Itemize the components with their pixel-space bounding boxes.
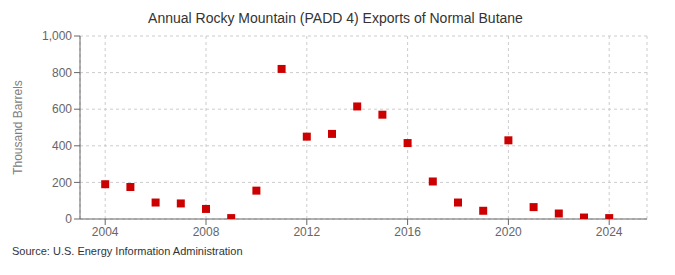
svg-text:0: 0 xyxy=(65,212,72,226)
svg-text:1,000: 1,000 xyxy=(42,29,72,43)
svg-text:200: 200 xyxy=(52,176,72,190)
svg-text:2024: 2024 xyxy=(596,225,623,239)
svg-text:2020: 2020 xyxy=(495,225,522,239)
svg-text:2012: 2012 xyxy=(293,225,320,239)
svg-text:400: 400 xyxy=(52,139,72,153)
html-text:Source: U.S. Energy Informatio: Source: U.S. Energy Information Administ… xyxy=(12,245,243,257)
svg-text:Thousand Barrels: Thousand Barrels xyxy=(11,80,25,175)
svg-text:600: 600 xyxy=(52,102,72,116)
svg-text:2016: 2016 xyxy=(394,225,421,239)
svg-text:800: 800 xyxy=(52,66,72,80)
html-text:Annual Rocky Mountain (PADD 4): Annual Rocky Mountain (PADD 4) Exports o… xyxy=(148,10,523,26)
svg-text:2004: 2004 xyxy=(92,225,119,239)
svg-text:2008: 2008 xyxy=(193,225,220,239)
